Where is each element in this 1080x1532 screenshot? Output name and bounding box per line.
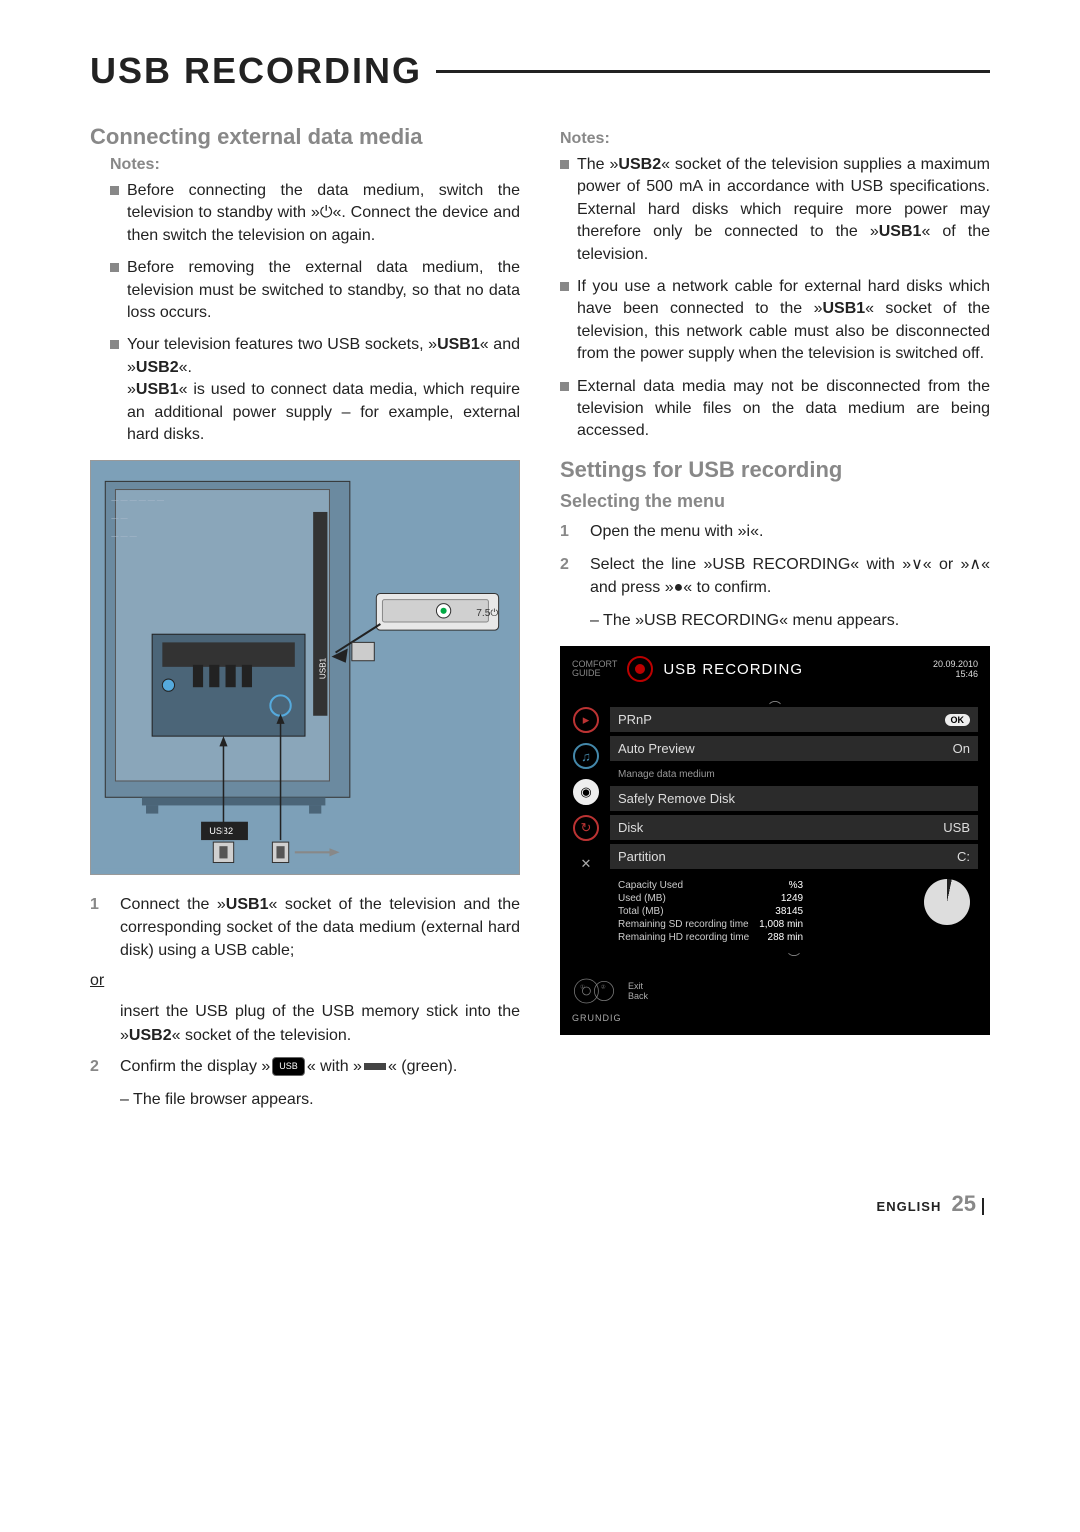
svg-text:②: ② [601, 984, 606, 991]
green-button-icon [364, 1063, 386, 1070]
right-note-1: The »USB2« socket of the television supp… [560, 154, 990, 266]
brand-label: GRUNDIG [572, 1013, 978, 1023]
right-step-1: 1 Open the menu with »i«. [560, 520, 990, 543]
left-step-2-text: Confirm the display »USB« with »« (green… [120, 1055, 457, 1078]
usb-recording-menu: COMFORT GUIDE USB RECORDING 20.09.2010 1… [560, 646, 990, 1035]
side-tools-icon: ✕ [573, 851, 599, 877]
step-number: 1 [90, 893, 106, 963]
tv-connection-figure: 7.5⏻ USB1 USB2 [90, 460, 520, 875]
chevron-up-icon: ︵ [572, 690, 978, 707]
usb2-port-label: USB2 [209, 826, 233, 836]
left-step-1: 1 Connect the »USB1« socket of the telev… [90, 893, 520, 963]
title-rule [436, 70, 990, 73]
right-step-2-text: Select the line »USB RECORDING« with »∨«… [590, 553, 990, 599]
chevron-down-icon: ︶ [610, 950, 978, 967]
remote-dpad-icon: ② ① [572, 975, 620, 1007]
right-note-2: If you use a network cable for external … [560, 276, 990, 366]
bullet-icon [110, 340, 119, 349]
left-note-3: Your television features two USB sockets… [110, 334, 520, 446]
menu-stats: Capacity Used%3 Used (MB)1249 Total (MB)… [610, 873, 978, 950]
right-note-3-text: External data media may not be disconnec… [577, 376, 990, 443]
side-record-icon: ▸ [573, 707, 599, 733]
right-h2: Settings for USB recording [560, 457, 990, 483]
menu-datetime: 20.09.2010 15:46 [933, 659, 978, 679]
left-note-2: Before removing the external data medium… [110, 257, 520, 324]
side-eye-icon: ◉ [573, 779, 599, 805]
footer-lang: ENGLISH [877, 1199, 942, 1214]
ok-badge: OK [945, 714, 971, 726]
usb1-port-label: USB1 [318, 658, 327, 680]
right-notes-label: Notes: [560, 130, 990, 148]
page-footer: ENGLISH 25 [90, 1191, 990, 1217]
footer-bar [982, 1198, 990, 1215]
left-note-1-text: Before connecting the data medium, switc… [127, 180, 520, 247]
left-notes-label: Notes: [110, 156, 520, 174]
menu-rows: PRnP OK Auto Preview On Manage data medi… [610, 707, 978, 967]
svg-text:— —: — — [111, 514, 128, 522]
right-note-3: External data media may not be disconnec… [560, 376, 990, 443]
right-note-2-text: If you use a network cable for external … [577, 276, 990, 366]
svg-text:7.5⏻: 7.5⏻ [476, 608, 498, 619]
right-step-1-text: Open the menu with »i«. [590, 520, 763, 543]
or-label: or [90, 972, 520, 990]
menu-section-label: Manage data medium [610, 765, 978, 782]
menu-row-disk[interactable]: Disk USB [610, 815, 978, 840]
right-h3: Selecting the menu [560, 491, 990, 512]
menu-row-auto-preview[interactable]: Auto Preview On [610, 736, 978, 761]
svg-text:— — — — — —: — — — — — — [111, 496, 165, 504]
menu-row-partition[interactable]: Partition C: [610, 844, 978, 869]
left-note-3-text: Your television features two USB sockets… [127, 334, 520, 446]
bullet-icon [560, 282, 569, 291]
menu-side-icons: ▸ ♫ ◉ ↻ ✕ [572, 707, 600, 967]
bullet-icon [110, 263, 119, 272]
svg-text:①: ① [580, 984, 585, 991]
right-column: Notes: The »USB2« socket of the televisi… [560, 124, 990, 1111]
menu-title: USB RECORDING [627, 656, 803, 682]
record-icon [627, 656, 653, 682]
stats-table: Capacity Used%3 Used (MB)1249 Total (MB)… [618, 879, 803, 944]
menu-footer: ② ① Exit Back [572, 975, 978, 1007]
menu-row-prnp[interactable]: PRnP OK [610, 707, 978, 732]
svg-text:— — —: — — — [111, 533, 137, 541]
comfort-guide-label: COMFORT GUIDE [572, 660, 617, 678]
left-step-2: 2 Confirm the display »USB« with »« (gre… [90, 1055, 520, 1078]
left-column: Connecting external data media Notes: Be… [90, 124, 520, 1111]
bullet-icon [560, 382, 569, 391]
menu-row-safely-remove[interactable]: Safely Remove Disk [610, 786, 978, 811]
menu-footer-labels: Exit Back [628, 981, 648, 1001]
bullet-icon [560, 160, 569, 169]
capacity-pie-icon [924, 879, 970, 925]
left-step-2-dash: – The file browser appears. [120, 1088, 520, 1111]
right-step-2-dash: – The »USB RECORDING« menu appears. [590, 609, 990, 632]
bullet-icon [110, 186, 119, 195]
page-title: USB RECORDING [90, 50, 990, 92]
left-note-2-text: Before removing the external data medium… [127, 257, 520, 324]
step-number: 1 [560, 520, 576, 543]
side-refresh-icon: ↻ [573, 815, 599, 841]
step-number: 2 [560, 553, 576, 599]
menu-header: COMFORT GUIDE USB RECORDING 20.09.2010 1… [572, 656, 978, 682]
right-step-2: 2 Select the line »USB RECORDING« with »… [560, 553, 990, 599]
tv-svg: 7.5⏻ USB1 USB2 [91, 461, 519, 869]
left-step-1b: insert the USB plug of the USB memory st… [120, 1000, 520, 1046]
usb-badge-icon: USB [272, 1057, 305, 1076]
right-note-1-text: The »USB2« socket of the television supp… [577, 154, 990, 266]
left-note-1: Before connecting the data medium, switc… [110, 180, 520, 247]
step-number: 2 [90, 1055, 106, 1078]
footer-page-number: 25 [952, 1191, 976, 1216]
side-media-icon: ♫ [573, 743, 599, 769]
page-title-text: USB RECORDING [90, 50, 422, 92]
left-step-1-text: Connect the »USB1« socket of the televis… [120, 893, 520, 963]
left-h2: Connecting external data media [90, 124, 520, 150]
